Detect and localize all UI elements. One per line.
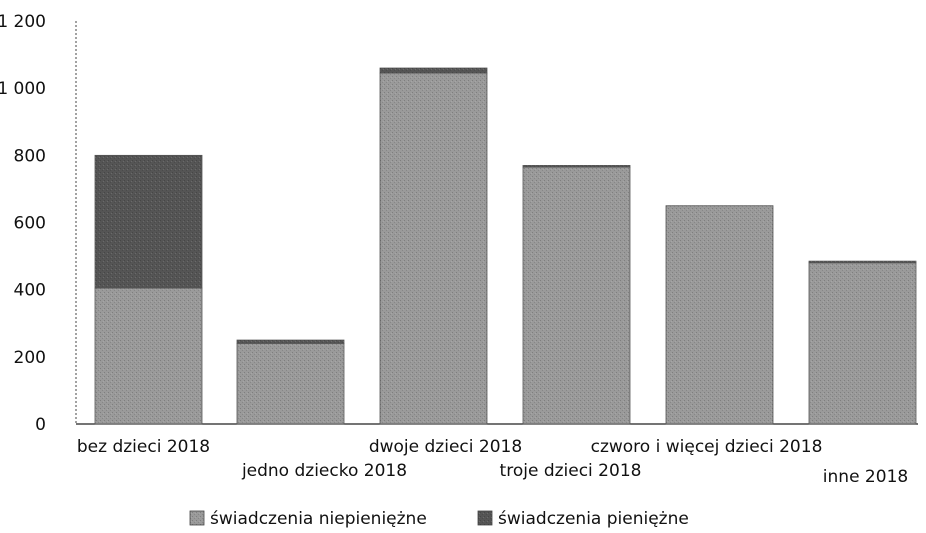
- bar-texture: [95, 155, 202, 288]
- bar-texture: [380, 73, 487, 424]
- y-tick-label: 200: [14, 348, 46, 368]
- bar-texture: [380, 68, 487, 74]
- category-label: bez dzieci 2018: [77, 437, 210, 457]
- bar-texture: [237, 343, 344, 424]
- y-tick-label: 1 000: [0, 79, 46, 99]
- y-tick-label: 400: [14, 281, 46, 301]
- bar-texture: [237, 340, 344, 344]
- legend-label: świadczenia niepieniężne: [210, 509, 427, 529]
- bar-texture: [666, 205, 773, 424]
- category-label: troje dzieci 2018: [500, 461, 642, 481]
- bar-texture: [523, 165, 630, 168]
- category-label: dwoje dzieci 2018: [369, 437, 522, 457]
- bar-texture: [809, 262, 916, 424]
- category-label: czworo i więcej dzieci 2018: [591, 437, 823, 457]
- category-label: inne 2018: [823, 467, 908, 487]
- bars: [94, 67, 917, 425]
- y-tick-label: 600: [14, 214, 46, 234]
- y-tick-label: 800: [14, 146, 46, 166]
- y-tick-label: 0: [35, 415, 46, 435]
- x-axis-labels: bez dzieci 2018 jedno dziecko 2018 dwoje d…: [77, 437, 908, 487]
- bar-texture: [809, 261, 916, 263]
- legend-swatch-texture: [478, 511, 492, 525]
- bar-texture: [523, 167, 630, 424]
- y-tick-label: 1 200: [0, 12, 46, 32]
- y-axis: 1 200 1 000 800 600 400 200 0: [0, 12, 918, 435]
- category-label: jedno dziecko 2018: [241, 461, 407, 481]
- bar-texture: [95, 287, 202, 424]
- legend-swatch-texture: [190, 511, 204, 525]
- legend: świadczenia niepieniężne świadczenia pien…: [189, 509, 689, 529]
- legend-label: świadczenia pieniężne: [498, 509, 689, 529]
